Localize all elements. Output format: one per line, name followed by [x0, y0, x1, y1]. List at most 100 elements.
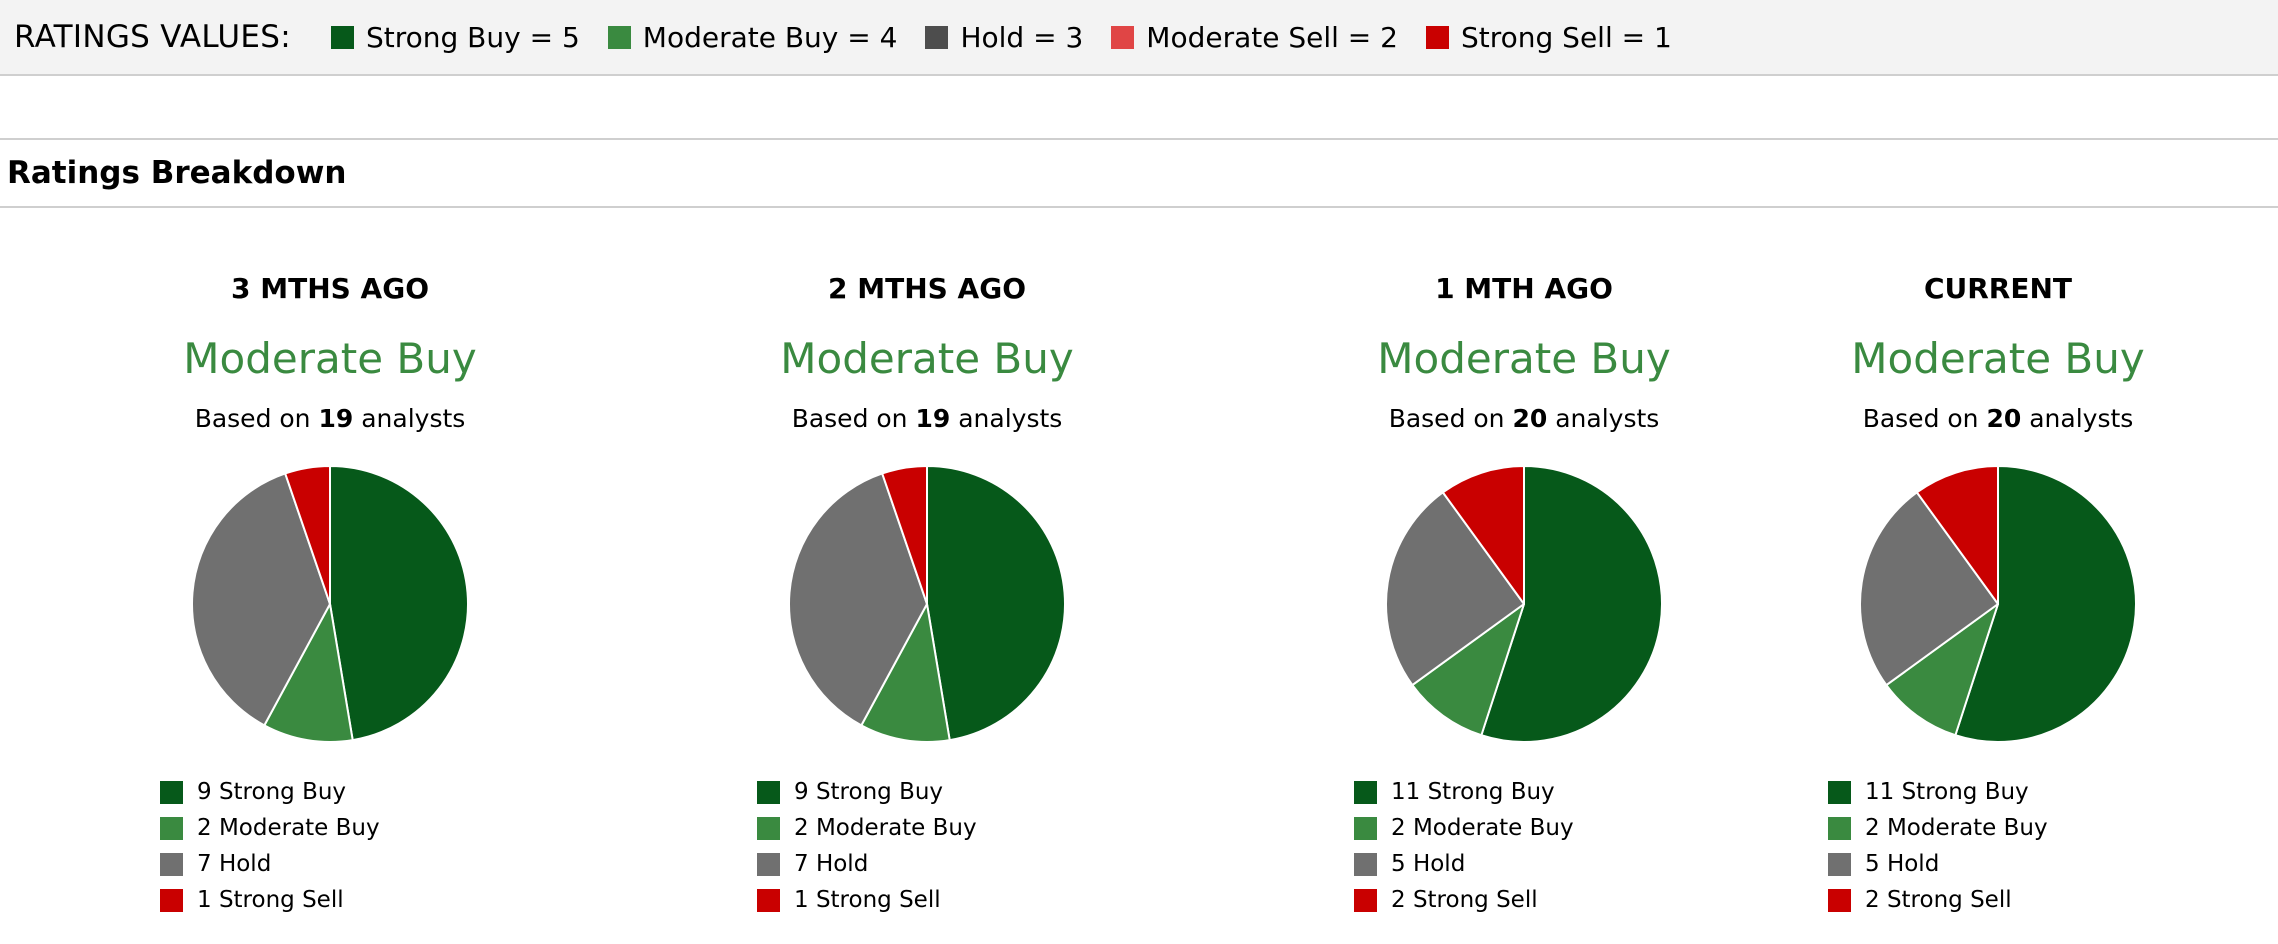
pie-legend: 11 Strong Buy 2 Moderate Buy 5 Hold 2 St…: [1828, 774, 2048, 918]
consensus-rating: Moderate Buy: [1377, 334, 1671, 383]
pie-slice-moderate-buy: [1411, 603, 1525, 737]
rating-value-hold: Hold = 3: [925, 21, 1083, 54]
legend-label: 5 Hold: [1865, 851, 1940, 877]
based-suffix: analysts: [1547, 404, 1660, 433]
legend-swatch: [160, 816, 183, 840]
legend-label: 9 Strong Buy: [794, 779, 944, 805]
rating-swatch: [1111, 25, 1135, 49]
legend-swatch: [757, 852, 780, 876]
legend-item-strong-sell: 2 Strong Sell: [1354, 882, 1574, 918]
legend-label: 2 Strong Sell: [1391, 887, 1538, 913]
period-title: CURRENT: [1923, 272, 2073, 305]
consensus-rating: Moderate Buy: [780, 334, 1074, 383]
rating-swatch: [1425, 25, 1449, 49]
legend-label: 2 Moderate Buy: [1391, 815, 1574, 841]
legend-item-strong-sell: 2 Strong Sell: [1828, 882, 2048, 918]
pie-slice-strong-sell: [284, 465, 331, 605]
legend-item-moderate-buy: 2 Moderate Buy: [757, 810, 977, 846]
ratings-breakdown-title: Ratings Breakdown: [7, 155, 347, 191]
pie-legend: 11 Strong Buy 2 Moderate Buy 5 Hold 2 St…: [1354, 774, 1574, 918]
legend-label: 2 Moderate Buy: [1865, 815, 2048, 841]
analyst-count: 20: [1986, 404, 2022, 433]
pie-slice-hold: [788, 472, 928, 727]
period-title: 3 MTHS AGO: [231, 272, 429, 305]
legend-item-strong-buy: 11 Strong Buy: [1354, 774, 1574, 810]
legend-label: 7 Hold: [794, 851, 869, 877]
legend-item-strong-sell: 1 Strong Sell: [757, 882, 977, 918]
pie-slice-strong-buy: [329, 465, 469, 742]
pie-chart: [1859, 465, 2137, 743]
based-prefix: Based on: [1862, 404, 1987, 433]
analyst-count-text: Based on 19 analysts: [647, 404, 1207, 433]
legend-swatch: [1354, 852, 1377, 876]
pie-slice-strong-sell: [881, 465, 928, 605]
analyst-count: 20: [1512, 404, 1548, 433]
legend-item-hold: 7 Hold: [160, 846, 380, 882]
legend-swatch: [1354, 780, 1377, 804]
pie-slice-hold: [1385, 491, 1525, 687]
pie-chart: [788, 465, 1066, 743]
analyst-count: 19: [318, 404, 354, 433]
based-suffix: analysts: [950, 404, 1063, 433]
legend-item-strong-buy: 9 Strong Buy: [757, 774, 977, 810]
rating-value-moderate-buy: Moderate Buy = 4: [607, 20, 898, 54]
period-title: 2 MTHS AGO: [828, 272, 1026, 305]
based-prefix: Based on: [791, 404, 916, 433]
legend-label: 1 Strong Sell: [197, 887, 344, 913]
rating-value-strong-buy: Strong Buy = 5: [330, 20, 580, 54]
legend-item-moderate-buy: 2 Moderate Buy: [1828, 810, 2048, 846]
legend-swatch: [160, 852, 183, 876]
legend-swatch: [1828, 816, 1851, 840]
consensus-rating: Moderate Buy: [1851, 334, 2145, 383]
pie-slice-strong-buy: [926, 465, 1066, 742]
pie-slice-moderate-buy: [263, 603, 354, 743]
pie-slice-hold: [1859, 491, 1999, 687]
legend-item-hold: 5 Hold: [1828, 846, 2048, 882]
legend-item-strong-sell: 1 Strong Sell: [160, 882, 380, 918]
based-suffix: analysts: [353, 404, 466, 433]
rating-value-label: Hold = 3: [960, 20, 1084, 54]
ratings-values-title: RATINGS VALUES:: [14, 19, 291, 55]
consensus-rating: Moderate Buy: [183, 334, 477, 383]
legend-swatch: [1828, 888, 1851, 912]
legend-swatch: [757, 780, 780, 804]
rating-value-label: Moderate Sell = 2: [1146, 20, 1398, 54]
based-prefix: Based on: [194, 404, 319, 433]
legend-swatch: [1828, 780, 1851, 804]
pie-slice-hold: [191, 472, 331, 727]
pie-slice-strong-sell: [1915, 465, 1999, 605]
legend-label: 11 Strong Buy: [1391, 779, 1555, 805]
based-suffix: analysts: [2021, 404, 2134, 433]
based-prefix: Based on: [1388, 404, 1513, 433]
rating-swatch: [330, 25, 354, 49]
rating-value-label: Strong Sell = 1: [1460, 20, 1672, 54]
pie-legend: 9 Strong Buy 2 Moderate Buy 7 Hold 1 Str…: [160, 774, 380, 918]
legend-swatch: [757, 816, 780, 840]
legend-label: 2 Strong Sell: [1865, 887, 2012, 913]
ratings-values-bar: RATINGS VALUES: Strong Buy = 5 Moderate …: [0, 0, 2278, 76]
legend-swatch: [1354, 888, 1377, 912]
pie-legend: 9 Strong Buy 2 Moderate Buy 7 Hold 1 Str…: [757, 774, 977, 918]
pie-slice-strong-buy: [1480, 465, 1663, 743]
rating-value-label: Strong Buy = 5: [365, 20, 580, 54]
period-title: 1 MTH AGO: [1435, 272, 1613, 305]
pie-chart: [1385, 465, 1663, 743]
rating-value-moderate-sell: Moderate Sell = 2: [1111, 21, 1398, 54]
legend-item-moderate-buy: 2 Moderate Buy: [160, 810, 380, 846]
pie-slice-moderate-buy: [860, 603, 951, 743]
rating-value-strong-sell: Strong Sell = 1: [1425, 20, 1672, 54]
pie-chart: [191, 465, 469, 743]
rating-swatch: [925, 25, 949, 49]
rating-value-label: Moderate Buy = 4: [642, 20, 898, 54]
analyst-count: 19: [915, 404, 951, 433]
analyst-count-text: Based on 20 analysts: [1244, 404, 1804, 433]
legend-item-strong-buy: 9 Strong Buy: [160, 774, 380, 810]
ratings-panels: 3 MTHS AGO Moderate Buy Based on 19 anal…: [0, 208, 2278, 913]
legend-label: 11 Strong Buy: [1865, 779, 2029, 805]
legend-label: 1 Strong Sell: [794, 887, 941, 913]
analyst-count-text: Based on 20 analysts: [1718, 404, 2278, 433]
legend-swatch: [160, 888, 183, 912]
legend-item-hold: 7 Hold: [757, 846, 977, 882]
legend-item-strong-buy: 11 Strong Buy: [1828, 774, 2048, 810]
legend-label: 5 Hold: [1391, 851, 1466, 877]
